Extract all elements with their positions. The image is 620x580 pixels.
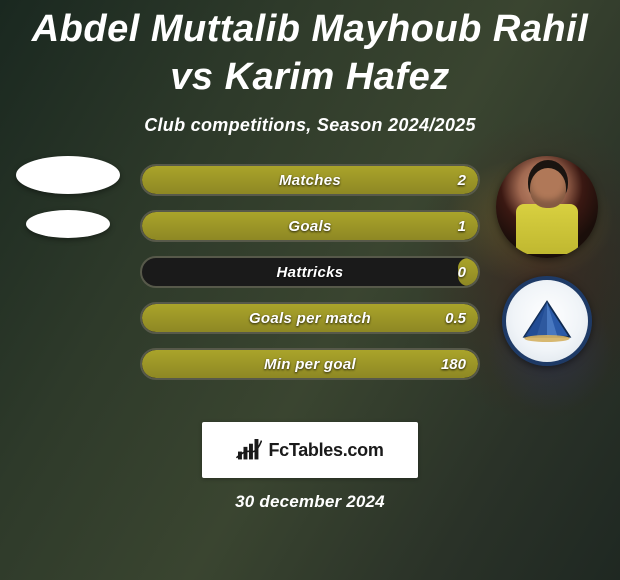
stat-bar-value-right: 0.5 [445,304,466,332]
stat-row: Matches2 [140,164,480,196]
bar-chart-icon [236,439,262,461]
page-title: Abdel Muttalib Mayhoub Rahil vs Karim Ha… [0,0,620,101]
page-subtitle: Club competitions, Season 2024/2025 [0,115,620,136]
stat-row: Hattricks0 [140,256,480,288]
stat-bar: Matches2 [140,164,480,196]
stat-bar-label: Matches [142,166,478,194]
right-player-club-badge [502,276,592,366]
stat-bar-value-right: 2 [458,166,466,194]
footer-date: 30 december 2024 [0,492,620,512]
stat-bars: Matches2Goals1Hattricks0Goals per match0… [140,164,480,394]
stat-bar-label: Goals per match [142,304,478,332]
stat-row: Goals1 [140,210,480,242]
stat-bar-label: Min per goal [142,350,478,378]
stat-bar: Min per goal180 [140,348,480,380]
stat-row: Goals per match0.5 [140,302,480,334]
left-player-column [8,156,128,254]
left-player-club-placeholder [26,210,110,238]
pyramid-icon [519,293,575,349]
stat-bar: Hattricks0 [140,256,480,288]
comparison-area: Matches2Goals1Hattricks0Goals per match0… [0,164,620,404]
stat-bar-label: Hattricks [142,258,478,286]
right-player-portrait [496,156,598,258]
stat-bar-value-right: 180 [441,350,466,378]
stat-bar: Goals per match0.5 [140,302,480,334]
footer-brand-badge: FcTables.com [202,422,418,478]
stat-bar-label: Goals [142,212,478,240]
right-player-column [492,156,602,366]
left-player-portrait-placeholder [16,156,120,194]
footer-brand-text: FcTables.com [268,440,383,461]
stat-bar-value-right: 0 [458,258,466,286]
content: Abdel Muttalib Mayhoub Rahil vs Karim Ha… [0,0,620,580]
stat-bar-value-right: 1 [458,212,466,240]
stat-bar: Goals1 [140,210,480,242]
stat-row: Min per goal180 [140,348,480,380]
